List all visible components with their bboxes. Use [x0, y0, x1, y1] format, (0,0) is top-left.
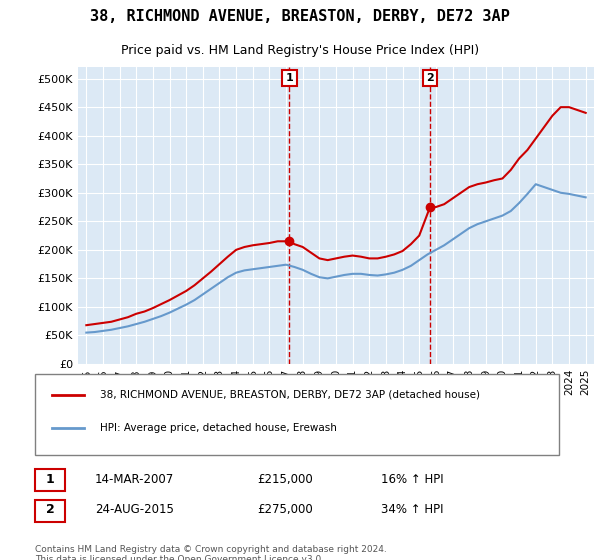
Text: 34% ↑ HPI: 34% ↑ HPI: [381, 503, 443, 516]
Text: HPI: Average price, detached house, Erewash: HPI: Average price, detached house, Erew…: [100, 423, 337, 433]
FancyBboxPatch shape: [35, 500, 65, 522]
Text: 38, RICHMOND AVENUE, BREASTON, DERBY, DE72 3AP: 38, RICHMOND AVENUE, BREASTON, DERBY, DE…: [90, 10, 510, 24]
Text: Price paid vs. HM Land Registry's House Price Index (HPI): Price paid vs. HM Land Registry's House …: [121, 44, 479, 57]
Text: 14-MAR-2007: 14-MAR-2007: [95, 473, 174, 486]
Text: 2: 2: [46, 503, 55, 516]
Text: 38, RICHMOND AVENUE, BREASTON, DERBY, DE72 3AP (detached house): 38, RICHMOND AVENUE, BREASTON, DERBY, DE…: [100, 390, 480, 400]
Text: £275,000: £275,000: [257, 503, 313, 516]
Text: 2: 2: [426, 73, 434, 83]
Text: 24-AUG-2015: 24-AUG-2015: [95, 503, 173, 516]
Text: 16% ↑ HPI: 16% ↑ HPI: [381, 473, 443, 486]
Text: 1: 1: [46, 473, 55, 486]
Text: 1: 1: [286, 73, 293, 83]
Text: Contains HM Land Registry data © Crown copyright and database right 2024.
This d: Contains HM Land Registry data © Crown c…: [35, 545, 387, 560]
Text: £215,000: £215,000: [257, 473, 313, 486]
FancyBboxPatch shape: [35, 469, 65, 492]
FancyBboxPatch shape: [35, 374, 559, 455]
